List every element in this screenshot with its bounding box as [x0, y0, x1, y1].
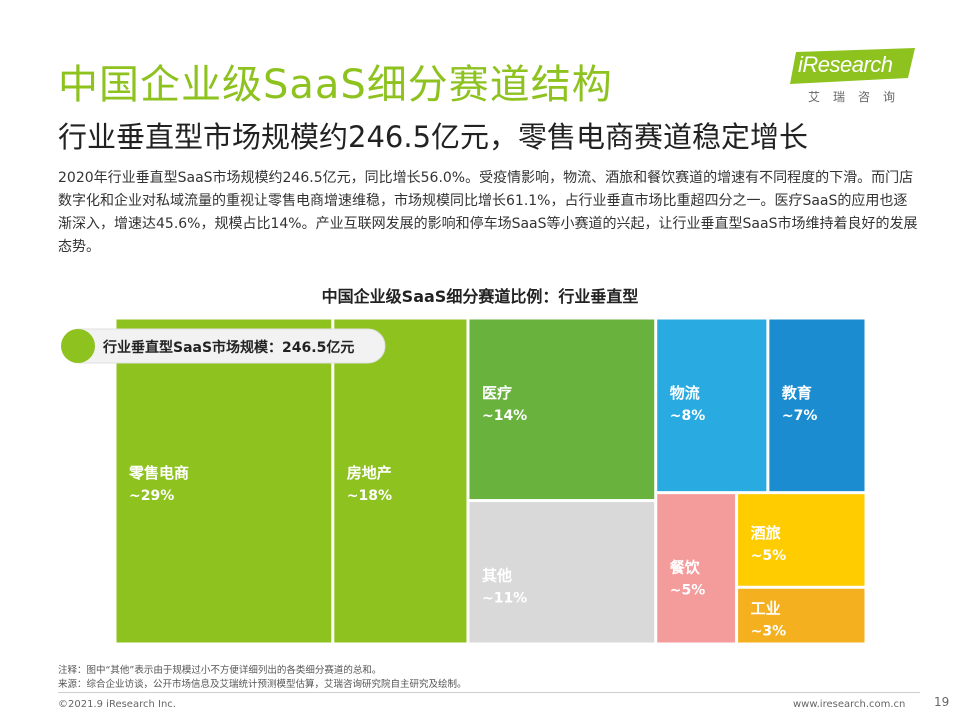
segment-name-label: 餐饮 [670, 559, 701, 577]
iresearch-logo: iResearch 艾瑞咨询 [790, 48, 920, 106]
treemap-cell: 餐饮 ~5% [657, 494, 736, 643]
logo-background-icon [790, 48, 915, 84]
segment-value-label: ~8% [670, 408, 706, 424]
treemap-rect [334, 319, 467, 643]
treemap-rect [738, 588, 865, 643]
treemap-cell: 医疗 ~14% [469, 319, 655, 500]
treemap-rect [116, 319, 332, 643]
treemap-cell: 工业 ~3% [738, 588, 865, 643]
callout-dot-icon [61, 329, 95, 363]
segment-value-label: ~3% [751, 624, 787, 640]
logo-wordmark: iResearch [798, 52, 893, 77]
treemap-cell: 其他 ~11% [469, 502, 655, 643]
segment-value-label: ~29% [129, 488, 174, 504]
chart-note: 注释：图中“其他”表示由于规模过小不方便详细列出的各类细分赛道的总和。 [58, 665, 382, 676]
segment-value-label: ~5% [751, 548, 787, 564]
segment-name-label: 医疗 [482, 384, 512, 402]
summary-paragraph: 2020年行业垂直型SaaS市场规模约246.5亿元，同比增长56.0%。受疫情… [58, 170, 918, 255]
segment-name-label: 物流 [670, 384, 700, 402]
treemap-rect [469, 319, 655, 500]
segment-value-label: ~7% [782, 408, 818, 424]
treemap-cell: 教育 ~7% [769, 319, 865, 492]
footer-copyright: ©2021.9 iResearch Inc. [58, 699, 176, 710]
treemap-rect [738, 494, 865, 586]
segment-value-label: ~11% [482, 591, 527, 607]
treemap-rect [657, 319, 767, 492]
footer-url: www.iresearch.com.cn [793, 699, 906, 710]
segment-name-label: 房地产 [347, 464, 392, 482]
market-size-callout: 行业垂直型SaaS市场规模：246.5亿元 [61, 328, 386, 364]
treemap-cell: 零售电商 ~29% [116, 319, 332, 643]
segment-name-label: 工业 [751, 600, 781, 618]
treemap-rect [469, 502, 655, 643]
treemap-rect [657, 494, 736, 643]
segment-value-label: ~18% [347, 488, 392, 504]
chart-title: 中国企业级SaaS细分赛道比例：行业垂直型 [321, 287, 639, 306]
segment-value-label: ~5% [670, 583, 706, 599]
treemap-cell: 物流 ~8% [657, 319, 767, 492]
page-number: 19 [934, 695, 950, 709]
segment-value-label: ~14% [482, 408, 527, 424]
segment-name-label: 教育 [781, 384, 812, 402]
segment-name-label: 其他 [482, 567, 512, 585]
logo-subtext: 艾瑞咨询 [808, 90, 909, 104]
segment-name-label: 零售电商 [128, 464, 189, 482]
chart-source: 来源：综合企业访谈，公开市场信息及艾瑞统计预测模型估算，艾瑞咨询研究院自主研究及… [58, 679, 467, 690]
segment-name-label: 酒旅 [751, 524, 781, 542]
treemap-cell: 酒旅 ~5% [738, 494, 865, 586]
treemap-rect [769, 319, 865, 492]
treemap-cell: 房地产 ~18% [334, 319, 467, 643]
footer-divider [58, 692, 920, 693]
page-title: 中国企业级SaaS细分赛道结构 [58, 62, 613, 108]
callout-text: 行业垂直型SaaS市场规模：246.5亿元 [102, 339, 354, 356]
page-subtitle: 行业垂直型市场规模约246.5亿元，零售电商赛道稳定增长 [58, 120, 809, 154]
